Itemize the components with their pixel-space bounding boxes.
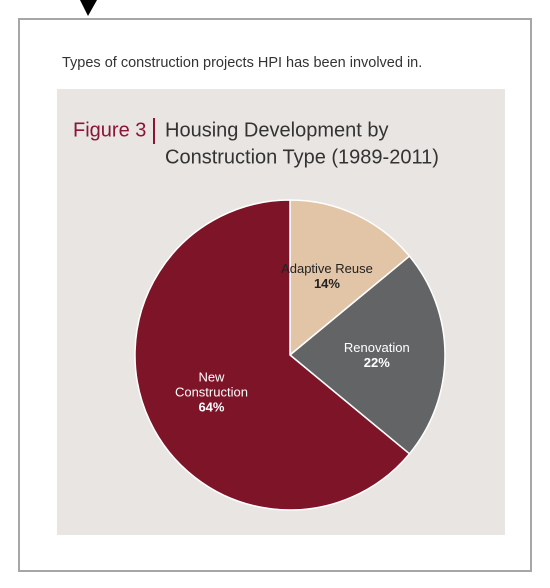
chart-title: Housing Development by: [165, 119, 388, 141]
chart-title: Construction Type (1989-2011): [165, 146, 439, 168]
slice-label: Adaptive Reuse 14%: [279, 261, 375, 291]
category-label: Adaptive Reuse: [281, 261, 373, 277]
arrow: [80, 0, 97, 16]
value-label: 14%: [313, 276, 340, 292]
category-label: New Construction: [174, 369, 248, 400]
pie-slice: [288, 255, 446, 455]
figure-label: Figure 3: [73, 119, 146, 141]
slice-label: Renovation 22%: [329, 340, 425, 370]
slice-label: New Construction 64%: [163, 369, 259, 414]
pie-slice: [289, 199, 411, 357]
value-label: 64%: [198, 399, 225, 415]
pie-slice: [134, 199, 411, 511]
caption: Types of construction projects HPI has b…: [62, 55, 422, 71]
category-label: Renovation: [343, 340, 410, 355]
value-label: 22%: [363, 355, 390, 370]
